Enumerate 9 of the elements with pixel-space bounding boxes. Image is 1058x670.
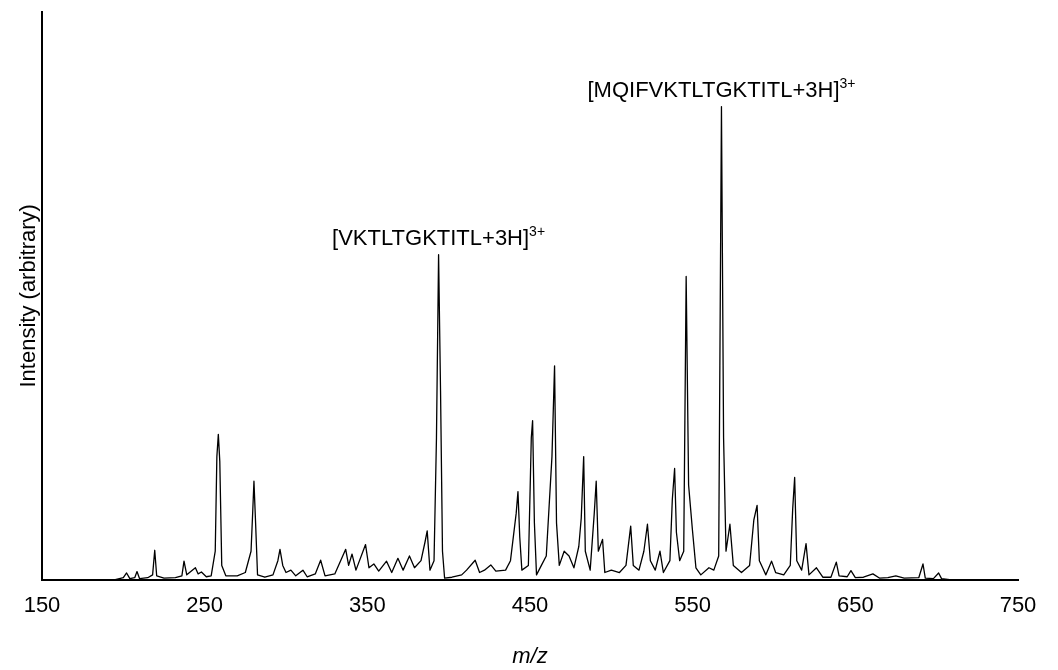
x-tick-label: 750 — [999, 591, 1037, 617]
x-tick-label: 150 — [23, 591, 61, 617]
x-tick-label: 350 — [348, 591, 386, 617]
x-tick-label: 250 — [186, 591, 224, 617]
y-axis-title: Intensity (arbitrary) — [15, 204, 40, 388]
x-tick-label: 650 — [836, 591, 874, 617]
x-tick-label: 550 — [674, 591, 712, 617]
x-tick-label: 450 — [511, 591, 549, 617]
x-axis-title: m/z — [512, 643, 548, 668]
